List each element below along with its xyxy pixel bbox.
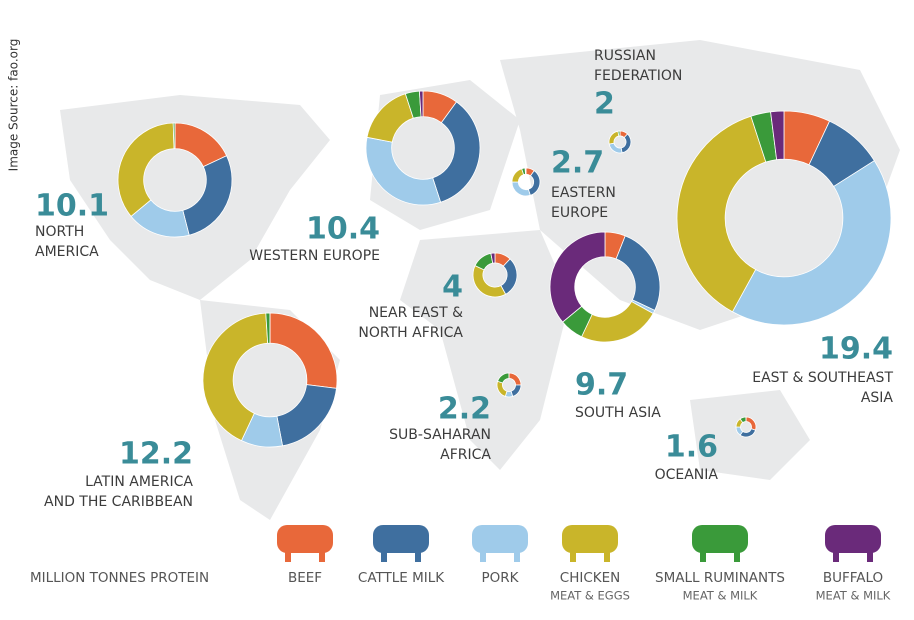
legend-icon <box>415 550 421 562</box>
donut-segment <box>511 168 525 183</box>
legend-icon <box>277 525 333 553</box>
donut-segment <box>490 252 496 264</box>
region-name: NORTH AFRICA <box>358 325 463 341</box>
legend-icon <box>472 525 528 553</box>
legend-label: PORK <box>482 570 520 586</box>
legend-icon <box>285 550 291 562</box>
legend-icon <box>319 550 325 562</box>
region-name: AMERICA <box>35 244 99 260</box>
legend-icon <box>825 525 881 553</box>
legend-label: CATTLE MILK <box>358 570 445 586</box>
donut-segment <box>365 136 442 206</box>
region-name: EUROPE <box>551 205 608 221</box>
region-total: 2 <box>594 87 615 122</box>
donut-segment <box>524 167 527 175</box>
legend-sublabel: MEAT & MILK <box>683 589 758 603</box>
donut-segment <box>432 101 481 203</box>
legend-icon <box>692 525 748 553</box>
region-name: AND THE CARIBBEAN <box>44 494 193 510</box>
region-name: NORTH <box>35 224 84 240</box>
legend-sublabel: MEAT & MILK <box>816 589 891 603</box>
region-name: EASTERN <box>551 185 616 201</box>
legend-icon <box>833 550 839 562</box>
legend-icon <box>381 550 387 562</box>
region-name: SUB-SAHARAN <box>389 427 491 443</box>
region-name: OCEANIA <box>655 467 719 483</box>
donut-segment <box>117 122 175 217</box>
region-name: FEDERATION <box>594 68 682 84</box>
legend-icon <box>514 550 520 562</box>
donut-segment <box>770 110 785 161</box>
donut-segment <box>202 312 269 442</box>
legend-icon <box>480 550 486 562</box>
legend-icon <box>734 550 740 562</box>
donut-segment <box>418 90 424 118</box>
legend-label: BEEF <box>288 570 322 586</box>
legend-icon <box>373 525 429 553</box>
region-name: NEAR EAST & <box>369 305 463 321</box>
donut-segment <box>676 115 767 313</box>
region-name: WESTERN EUROPE <box>249 248 380 264</box>
region-total: 2.7 <box>551 146 604 181</box>
donut-segment <box>731 160 892 326</box>
legend-label: CHICKEN <box>560 570 620 586</box>
region-total: 4 <box>442 270 463 305</box>
legend-label: BUFFALO <box>823 570 883 586</box>
legend-icon <box>700 550 706 562</box>
legend-icon <box>570 550 576 562</box>
region-total: 2.2 <box>438 392 491 427</box>
region-total: 12.2 <box>119 437 193 472</box>
legend-label: SMALL RUMINANTS <box>655 570 785 586</box>
region-name: ASIA <box>861 390 894 406</box>
region-name: AFRICA <box>440 447 491 463</box>
legend-icon <box>562 525 618 553</box>
donut-segment <box>549 231 606 323</box>
region-total: 9.7 <box>575 368 628 403</box>
region-total: 10.1 <box>35 189 109 224</box>
region-name: SOUTH ASIA <box>575 405 661 421</box>
source-note: Image Source: fao.org <box>7 39 21 172</box>
region-total: 19.4 <box>819 332 893 367</box>
donut-segment <box>581 301 654 343</box>
region-total: 10.4 <box>306 212 380 247</box>
unit-label: MILLION TONNES PROTEIN <box>30 570 209 586</box>
region-name: LATIN AMERICA <box>85 474 193 490</box>
donut-segment <box>511 181 531 197</box>
region-name: EAST & SOUTHEAST <box>752 370 893 386</box>
region-total: 1.6 <box>665 430 718 465</box>
region-name: RUSSIAN <box>594 48 656 64</box>
legend-icon <box>867 550 873 562</box>
legend-sublabel: MEAT & EGGS <box>550 589 630 603</box>
legend-icon <box>604 550 610 562</box>
